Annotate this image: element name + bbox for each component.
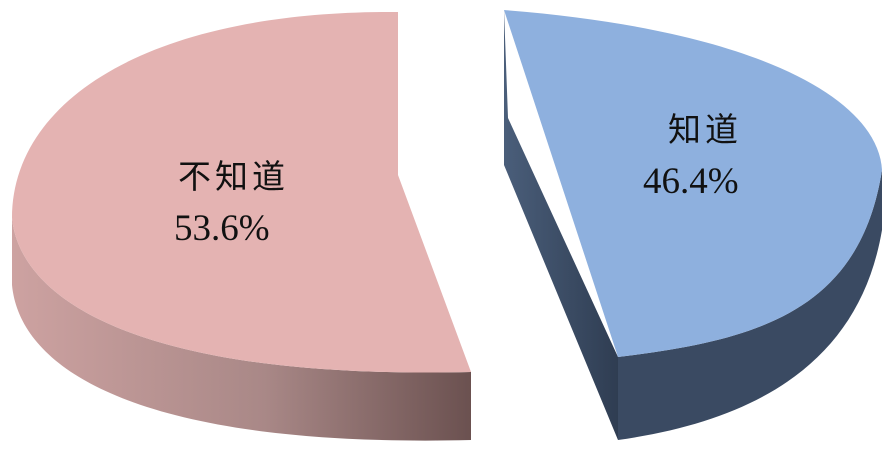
slice-bu-zhidao xyxy=(12,11,471,441)
slice-bu-zhidao-side xyxy=(12,218,471,441)
slice-label-zhidao: 知道 xyxy=(668,110,742,149)
slice-value-zhidao: 46.4% xyxy=(643,161,739,202)
slice-zhidao-inner-wall xyxy=(504,10,618,440)
slice-zhidao-top xyxy=(504,10,882,357)
slice-label-bu-zhidao: 不知道 xyxy=(178,157,289,196)
slice-zhidao xyxy=(504,10,882,440)
data-label-bu-zhidao: 不知道 53.6% xyxy=(174,157,289,249)
slice-zhidao-side xyxy=(618,170,882,440)
slice-bu-zhidao-top xyxy=(12,11,471,373)
slice-value-bu-zhidao: 53.6% xyxy=(174,208,270,249)
data-label-zhidao: 知道 46.4% xyxy=(643,110,742,202)
